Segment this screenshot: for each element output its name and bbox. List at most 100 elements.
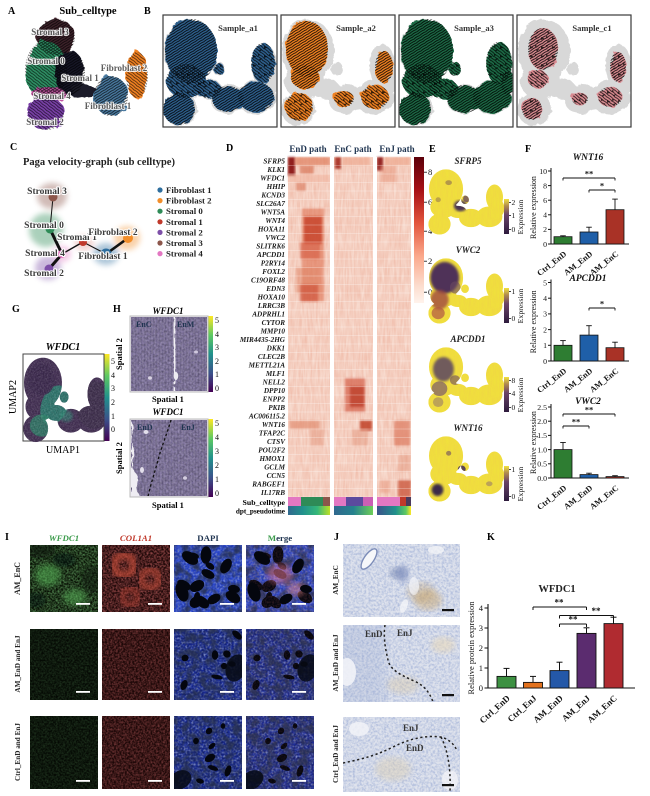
svg-text:AM_EnC: AM_EnC [13,562,22,595]
svg-text:10: 10 [539,167,547,176]
svg-text:Stromal 1: Stromal 1 [61,73,99,83]
svg-text:Relative expression: Relative expression [529,290,538,353]
svg-text:Fibroblast 1: Fibroblast 1 [78,252,127,262]
svg-text:EnJ: EnJ [181,423,195,432]
svg-text:4: 4 [512,389,516,398]
svg-text:1: 1 [512,465,516,474]
svg-text:SFRP5: SFRP5 [454,156,482,166]
svg-text:WNT16: WNT16 [573,153,604,163]
svg-text:Fibroblast 2: Fibroblast 2 [101,63,148,73]
svg-text:2: 2 [479,643,483,653]
svg-text:1: 1 [512,211,516,220]
svg-text:1: 1 [215,370,219,379]
svg-text:WFDC1: WFDC1 [49,533,79,543]
svg-text:Stromal 2: Stromal 2 [24,269,64,279]
svg-text:AM_EnC: AM_EnC [332,565,340,595]
svg-text:DPP10: DPP10 [263,387,286,395]
svg-text:MIR4435-2HG: MIR4435-2HG [239,336,286,344]
svg-text:HOXA10: HOXA10 [256,294,285,302]
svg-text:EnM: EnM [177,320,195,329]
svg-text:HMOX1: HMOX1 [258,455,285,463]
svg-text:KLK1: KLK1 [266,166,285,174]
svg-text:0: 0 [512,225,516,234]
svg-text:2: 2 [215,461,219,470]
svg-text:Expression: Expression [516,467,525,502]
svg-text:5: 5 [543,278,547,287]
svg-text:AM_EnD and EnJ: AM_EnD and EnJ [14,635,22,693]
svg-text:Stromal 2: Stromal 2 [166,227,203,237]
svg-text:PKIB: PKIB [268,404,285,412]
svg-text:VWC2: VWC2 [265,234,285,242]
svg-text:Spatial 2: Spatial 2 [114,442,124,474]
svg-text:Stromal 3: Stromal 3 [166,238,203,248]
svg-text:8: 8 [543,181,547,190]
svg-text:G: G [12,304,20,315]
svg-text:Stromal 4: Stromal 4 [33,91,71,101]
svg-text:WNT5A: WNT5A [261,209,286,217]
svg-text:IL17RB: IL17RB [260,489,285,497]
svg-text:HHIP: HHIP [266,183,286,191]
svg-text:Ctrl_EnD: Ctrl_EnD [535,249,568,277]
svg-text:2: 2 [428,256,432,266]
svg-text:0: 0 [512,492,516,501]
svg-text:Ctrl_EnD and EnJ: Ctrl_EnD and EnJ [332,725,340,783]
svg-text:Fibroblast 1: Fibroblast 1 [166,185,212,195]
svg-text:NELL2: NELL2 [262,379,286,387]
svg-text:B: B [144,6,151,17]
svg-text:4: 4 [543,294,547,303]
svg-text:1: 1 [215,475,219,484]
svg-text:Stromal 1: Stromal 1 [57,233,97,243]
svg-text:WFDC1: WFDC1 [260,175,285,183]
svg-text:AM_EnC: AM_EnC [588,483,620,511]
svg-text:3: 3 [215,447,219,456]
svg-text:HOXA11: HOXA11 [257,226,285,234]
svg-text:EnJ path: EnJ path [379,144,414,154]
svg-text:SFRP5: SFRP5 [263,158,285,166]
svg-text:DAPI: DAPI [197,533,219,543]
svg-text:2: 2 [215,357,219,366]
svg-text:**: ** [585,405,594,415]
svg-text:4: 4 [479,603,484,613]
svg-text:6: 6 [428,197,432,207]
svg-text:0: 0 [215,489,219,498]
svg-text:6: 6 [543,196,547,205]
svg-text:EnJ: EnJ [403,723,419,733]
svg-text:WNT4: WNT4 [265,217,285,225]
svg-text:4: 4 [543,211,547,220]
svg-text:FOXL2: FOXL2 [262,268,285,276]
svg-text:1: 1 [111,412,115,421]
svg-text:WFDC1: WFDC1 [46,342,80,353]
svg-text:Sub_celltype: Sub_celltype [59,6,117,17]
svg-text:AM_EnD and EnJ: AM_EnD and EnJ [332,634,340,692]
svg-text:5: 5 [215,419,219,428]
svg-text:3: 3 [215,343,219,352]
svg-text:MLF1: MLF1 [265,370,285,378]
svg-text:C: C [10,142,17,153]
svg-text:Ctrl_EnD: Ctrl_EnD [535,366,568,394]
svg-text:EnD: EnD [137,423,153,432]
svg-text:I: I [5,532,9,543]
svg-text:5: 5 [111,357,115,366]
svg-text:CLEC2B: CLEC2B [258,353,285,361]
svg-text:POU2F2: POU2F2 [258,447,285,455]
svg-text:2: 2 [111,398,115,407]
svg-text:2.5: 2.5 [537,403,547,412]
svg-text:1: 1 [512,287,516,296]
svg-text:KCND3: KCND3 [260,192,285,200]
svg-text:APCDD1: APCDD1 [569,274,607,284]
svg-text:EDN3: EDN3 [265,285,285,293]
svg-text:EnD path: EnD path [289,144,326,154]
svg-text:EnC: EnC [136,320,152,329]
svg-text:MMP10: MMP10 [260,328,286,336]
svg-text:**: ** [572,417,581,427]
svg-text:A: A [8,6,16,17]
svg-text:0: 0 [512,403,516,412]
svg-text:Sub_celltype: Sub_celltype [243,498,286,507]
svg-text:Fibroblast 1: Fibroblast 1 [85,101,132,111]
svg-text:4: 4 [428,226,433,236]
svg-text:Stromal 2: Stromal 2 [26,117,64,127]
svg-text:LRRC3B: LRRC3B [257,302,285,310]
svg-text:SLITRK6: SLITRK6 [256,243,285,251]
svg-text:Spatial 1: Spatial 1 [152,500,184,510]
svg-text:CYTOR: CYTOR [262,319,286,327]
